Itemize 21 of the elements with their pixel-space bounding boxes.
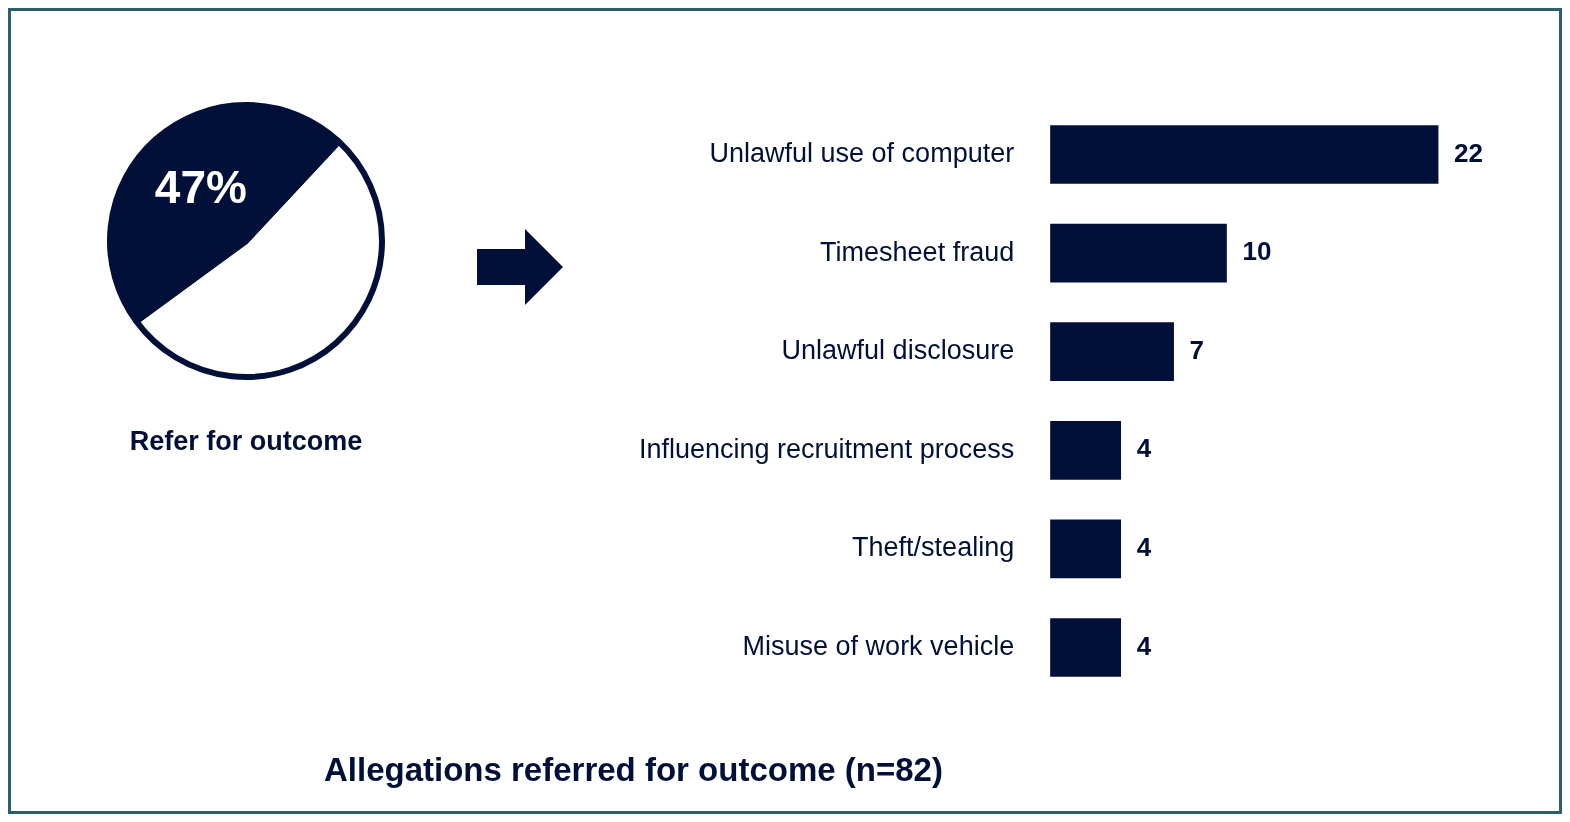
text: Allegations referred for outcome (n=82) [324,751,943,789]
y-tick-label: Unlawful disclosure [781,335,1015,366]
data-label: 7 [1189,334,1205,365]
data-label: 10 [1242,236,1272,267]
bar [1050,322,1174,382]
bar [1050,420,1122,480]
data-label: 4 [1136,433,1152,464]
data-label: 4 [1136,630,1152,661]
data-label: 22 [1454,137,1484,168]
bar [1050,125,1439,184]
y-tick-label: Misuse of work vehicle [742,630,1015,661]
y-tick-label: Influencing recruitment process [638,433,1015,464]
y-tick-label: Theft/stealing [852,532,1015,563]
text: Refer for outcome [128,426,364,457]
data-label: 4 [1136,532,1152,563]
y-tick-label: Unlawful use of computer [709,137,1015,168]
bar [1050,519,1122,579]
y-tick-label: Timesheet fraud [820,236,1015,267]
bar [1050,223,1227,283]
bar [1050,618,1122,677]
data-label: 47% [154,160,247,213]
